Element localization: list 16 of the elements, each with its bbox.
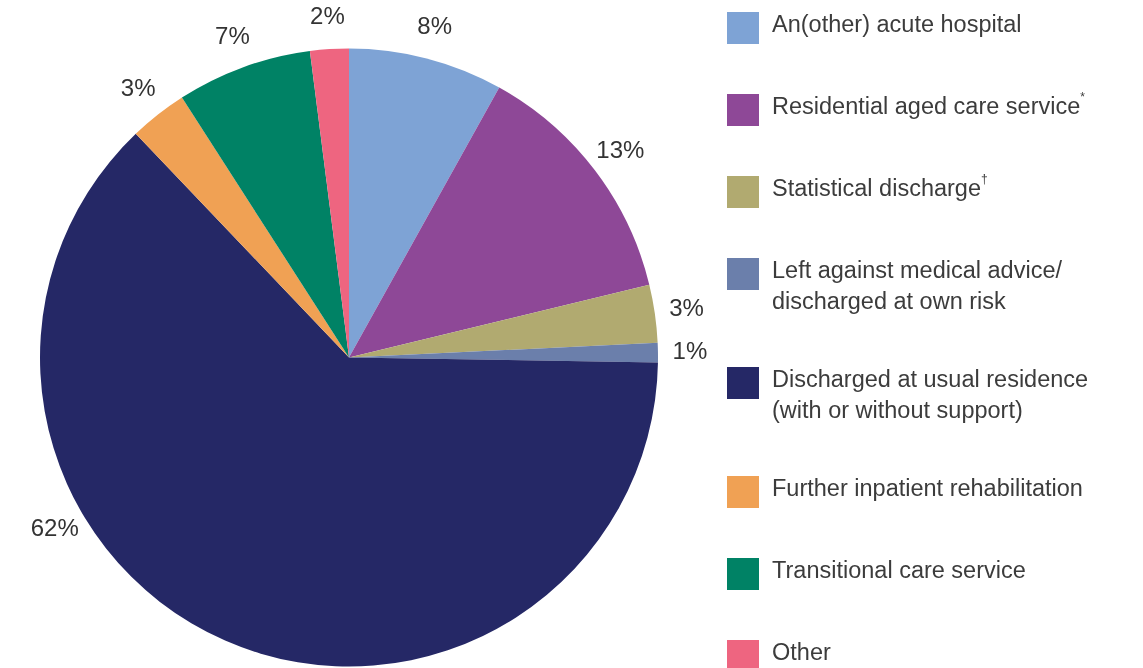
legend-label: An(other) acute hospital [772, 10, 1023, 39]
legend-label: Other [772, 638, 832, 667]
legend-label: Discharged at usual residence (with or without support) [772, 365, 1090, 425]
legend-label: Residential aged care service$^{*}$ [772, 90, 1086, 121]
data-label: 7% [215, 21, 250, 49]
data-label: 3% [120, 74, 156, 102]
legend-label: Transitional care service [772, 556, 1027, 585]
data-label: 2% [310, 1, 345, 29]
legend-label: Further inpatient rehabilitation [772, 474, 1084, 503]
legend-label: Statistical discharge$^{†}$ [772, 172, 989, 203]
data-label: 3% [669, 293, 704, 321]
data-label: 13% [596, 135, 645, 163]
data-label: 62% [30, 514, 79, 542]
legend-label: Left against medical advice/ discharged at own risk [772, 256, 1063, 316]
data-label: 1% [672, 336, 708, 364]
data-label: 8% [417, 12, 452, 40]
